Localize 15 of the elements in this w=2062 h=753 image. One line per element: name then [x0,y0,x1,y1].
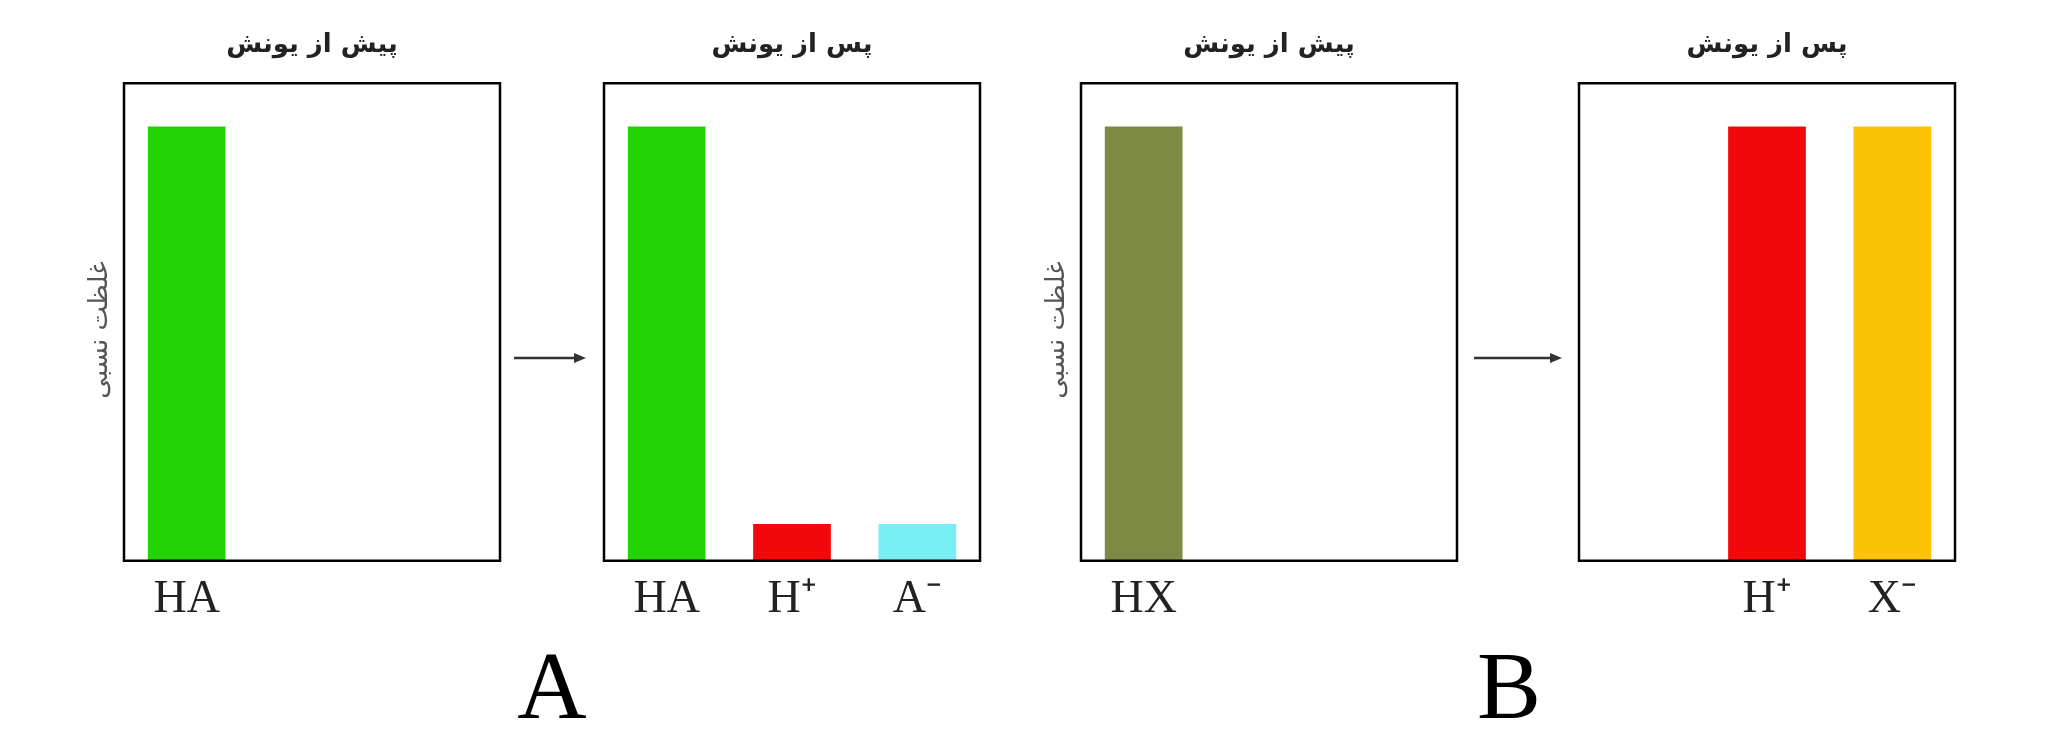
x-tick-label: HX [1110,571,1177,623]
x-tick-label: H⁺ [1742,571,1792,623]
x-tick-label: X⁻ [1867,571,1917,623]
y-axis-title: غلظت نسبی [1040,261,1070,399]
text: B [1476,631,1542,741]
x-tick-label: HA [153,571,220,623]
chart-title: پیش از یونش [1183,28,1355,60]
x-tick-label: HA [633,571,700,623]
x-tick-label: A⁻ [892,571,942,623]
chart-title: پس از یونش [1686,28,1848,60]
text: A [517,631,587,741]
y-axis-title: غلظت نسبی [83,261,113,399]
chart-title: پس از یونش [711,28,873,60]
x-tick-label: H⁺ [767,571,817,623]
chart-title: پیش از یونش [226,28,398,60]
